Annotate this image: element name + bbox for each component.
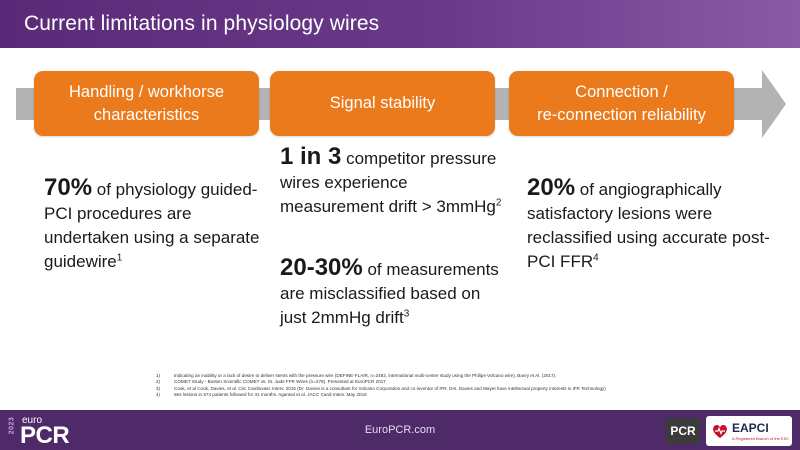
reference-item: 4) 664 lesions in 574 patients followed …: [156, 392, 676, 398]
reference-number: 3): [156, 385, 161, 391]
stat-text: of angiographically satisfactory lesions…: [527, 180, 770, 271]
reference-item: 1) Indicating an inability or a lack of …: [156, 373, 676, 379]
reference-item: 3) Cook, et al Cook, Davies, et al. Circ…: [156, 386, 676, 392]
slide-header: Current limitations in physiology wires: [0, 0, 800, 48]
process-arrow-head: [762, 70, 786, 138]
stat-misclassified: 20-30% of measurements are misclassified…: [280, 256, 510, 330]
reference-number: 4): [156, 392, 161, 398]
box-label-line2: characteristics: [93, 105, 200, 124]
stat-signal-drift: 1 in 3 competitor pressure wires experie…: [280, 145, 510, 219]
stat-footnote-ref: 2: [495, 197, 502, 209]
eapci-logo-subtext: A Registered Branch of the ESC: [732, 436, 790, 441]
stat-footnote-ref: 3: [403, 308, 410, 320]
limitation-box-signal: Signal stability: [270, 71, 495, 136]
pcr-logo-badge: PCR: [666, 418, 700, 444]
stat-text: of physiology guided-PCI procedures are …: [44, 180, 260, 271]
stat-figure: 20-30%: [280, 254, 363, 281]
heart-icon: [713, 425, 727, 438]
europcr-logo-pcr: PCR: [20, 422, 70, 449]
reference-text: COMET Study - Boston Scientific COMET vs…: [174, 379, 386, 385]
stat-reclassified: 20% of angiographically satisfactory les…: [527, 176, 787, 274]
reference-text: Indicating an inability or a lack of des…: [174, 373, 557, 378]
stat-text: of measurements are misclassified based …: [280, 260, 499, 327]
footer-url-link[interactable]: EuroPCR.com: [364, 424, 436, 436]
stat-figure: 20%: [527, 174, 576, 201]
reference-number: 2): [156, 379, 161, 385]
box-label-line1: Signal stability: [329, 94, 436, 112]
reference-text: 664 lesions in 574 patients followed for…: [174, 392, 367, 398]
box-label-line2: re-connection reliability: [537, 105, 706, 124]
slide-title: Current limitations in physiology wires: [24, 12, 380, 35]
limitation-box-handling: Handling / workhorse characteristics: [34, 71, 259, 136]
stat-footnote-ref: 1: [116, 252, 123, 264]
europcr-logo-euro: euro: [22, 415, 43, 426]
stat-handling: 70% of physiology guided-PCI procedures …: [44, 176, 269, 274]
stat-figure: 70%: [44, 174, 93, 201]
reference-text: Cook, et al Cook, Davies, et al. Circ Ca…: [174, 385, 606, 391]
eapci-logo-text: EAPCI: [732, 421, 769, 435]
box-label-line1: Handling / workhorse: [69, 82, 224, 101]
reference-number: 1): [156, 373, 161, 378]
box-label-line1: Connection /: [575, 82, 668, 101]
stat-footnote-ref: 4: [593, 252, 599, 264]
eapci-logo-badge: EAPCI A Registered Branch of the ESC: [706, 416, 792, 446]
stat-text: competitor pressure wires experience mea…: [280, 149, 497, 216]
stat-figure: 1 in 3: [280, 143, 342, 170]
reference-item: 2) COMET Study - Boston Scientific COMET…: [156, 379, 676, 385]
limitation-box-connection: Connection / re-connection reliability: [509, 71, 734, 136]
references-list: 1) Indicating an inability or a lack of …: [156, 373, 676, 399]
